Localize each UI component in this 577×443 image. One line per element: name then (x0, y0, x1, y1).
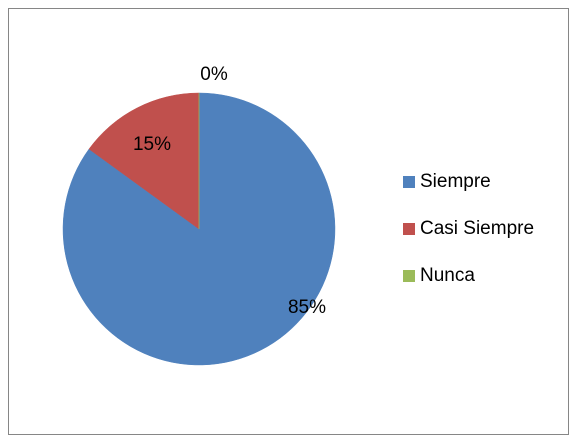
legend-label: Casi Siempre (420, 218, 534, 239)
data-label: 15% (133, 134, 171, 155)
data-label: 0% (200, 64, 228, 85)
pie-slice (88, 92, 200, 230)
legend-swatch (403, 223, 415, 235)
legend-label: Nunca (420, 265, 475, 286)
data-label: 85% (288, 297, 326, 318)
legend-label: Siempre (420, 171, 491, 192)
legend-swatch (403, 176, 415, 188)
legend-swatch (403, 270, 415, 282)
